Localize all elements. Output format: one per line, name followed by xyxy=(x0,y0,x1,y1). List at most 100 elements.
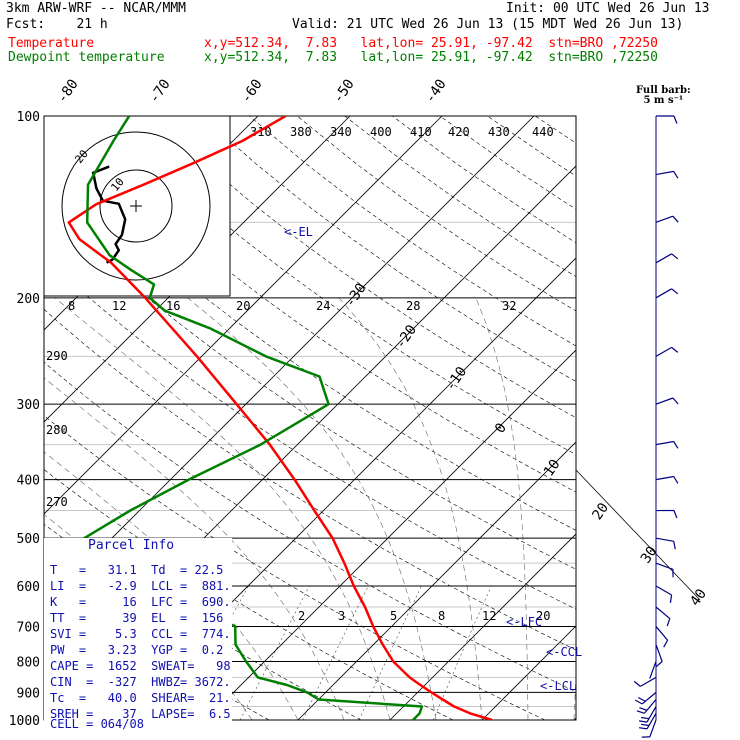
isotherm-line xyxy=(573,717,576,720)
isotherm-tick-label: 20 xyxy=(589,500,612,523)
mixing-ratio-line xyxy=(433,585,492,720)
wind-barb-flag xyxy=(672,215,679,223)
wind-barb xyxy=(655,397,674,405)
wind-barb xyxy=(655,606,671,620)
plot-frame xyxy=(43,115,577,721)
mixing-ratio-line xyxy=(239,585,310,720)
barb-scale-caption: Full barb: 5 m s⁻¹ xyxy=(636,86,691,106)
wind-barb xyxy=(641,691,657,705)
wind-barb-flag xyxy=(673,115,678,124)
dry-adiabat xyxy=(58,116,576,493)
isotherm-tick-label: -70 xyxy=(146,76,174,106)
mixing-ratio-label: 3 xyxy=(338,609,345,623)
level-marker: <-LFC xyxy=(506,615,542,629)
boundary-line xyxy=(575,469,701,601)
dry-adiabat xyxy=(535,116,576,144)
dry-adiabat xyxy=(249,116,576,347)
forecast-hour: Fcst: 21 h xyxy=(6,17,108,32)
hodograph-speed-label: 32 xyxy=(502,299,516,313)
dry-adiabat xyxy=(44,361,576,693)
model-title: 3km ARW-WRF -- NCAR/MMM xyxy=(6,1,187,16)
wind-barb xyxy=(640,676,657,687)
level-marker: <-CCL xyxy=(546,645,582,659)
parcel-row: T = 31.1 Td = 22.5 xyxy=(50,563,224,577)
theta-e-label: 400 xyxy=(370,125,392,139)
dry-adiabat-label: 270 xyxy=(46,495,68,509)
isotherm-tick-label: -80 xyxy=(54,76,82,106)
wind-barb xyxy=(655,626,669,641)
wind-barb-flag xyxy=(655,661,663,668)
theta-e-label: 440 xyxy=(532,125,554,139)
wind-barb-flag xyxy=(673,541,676,550)
mixing-ratio-label: 5 xyxy=(390,609,397,623)
temperature-legend-label: Temperature xyxy=(8,36,95,51)
hodograph-ring xyxy=(61,131,211,281)
wind-barb xyxy=(643,699,657,714)
isotherm-line xyxy=(205,349,576,720)
wind-barb-flag xyxy=(641,723,650,727)
moist-adiabat xyxy=(338,297,483,720)
dry-adiabat xyxy=(44,308,576,651)
level-marker: <-LCL xyxy=(540,679,576,693)
parcel-row: SREH = 37 LAPSE= 6.5 xyxy=(50,707,231,721)
parcel-row: CAPE = 1652 SWEAT= 98 xyxy=(50,659,231,673)
parcel-row: LI = -2.9 LCL = 881. xyxy=(50,579,231,593)
theta-e-label: 410 xyxy=(410,125,432,139)
wind-barb xyxy=(655,644,663,662)
wind-barb-flag xyxy=(673,441,679,449)
wind-barb xyxy=(655,585,672,596)
hodograph-speed-label: 20 xyxy=(236,299,250,313)
wind-barb-flag xyxy=(671,346,679,353)
moist-adiabat xyxy=(475,297,529,720)
moist-adiabat xyxy=(187,297,437,720)
dry-adiabat-label: 290 xyxy=(46,349,68,363)
parcel-row: Tc = 40.0 SHEAR= 21. xyxy=(50,691,231,705)
wind-barb-flag xyxy=(669,594,673,603)
hodograph-speed-label: 8 xyxy=(68,299,75,313)
wind-barb-flag xyxy=(672,397,679,405)
dry-adiabat xyxy=(153,116,576,419)
dry-adiabat xyxy=(44,415,546,720)
temperature-legend-info: x,y=512.34, 7.83 lat,lon= 25.91, -97.42 … xyxy=(204,36,658,51)
parcel-row: SVI = 5.3 CCL = 774. xyxy=(50,627,231,641)
pressure-tick-label: 800 xyxy=(17,655,40,670)
isotherm-tick-label: 30 xyxy=(638,544,661,567)
pressure-tick-label: 500 xyxy=(17,532,40,547)
isotherm-tick-label: -60 xyxy=(238,76,266,106)
isotherm-tick-label: -50 xyxy=(330,76,358,106)
wind-barb xyxy=(655,562,674,570)
wind-barb-flag xyxy=(663,639,669,648)
wind-barb xyxy=(649,719,657,738)
parcel-info-panel: Parcel Info T = 31.1 Td = 22.5 LI = -2.9… xyxy=(44,538,232,731)
mixing-ratio-label: 2 xyxy=(298,609,305,623)
wind-barb xyxy=(646,706,657,723)
wind-barb-flag xyxy=(639,720,648,723)
dry-adiabat xyxy=(439,116,576,210)
wind-barb-flag xyxy=(639,727,648,730)
parcel-row: CIN = -327 HWBZ= 3672. xyxy=(50,675,231,689)
parcel-row: K = 16 LFC = 690. xyxy=(50,595,231,609)
temperature-profile xyxy=(67,116,493,720)
isotherm-tick-label: -40 xyxy=(422,76,450,106)
dry-adiabat xyxy=(583,116,740,720)
wind-barb xyxy=(655,475,674,481)
valid-time: Valid: 21 UTC Wed 26 Jun 13 (15 MDT Wed … xyxy=(292,17,684,32)
mixing-ratio-label: 8 xyxy=(438,609,445,623)
isotherm-line xyxy=(389,533,576,720)
hodograph-speed-label: 28 xyxy=(406,299,420,313)
dry-adiabat xyxy=(106,116,576,455)
isotherm-line xyxy=(44,116,535,607)
mixing-ratio-label: 12 xyxy=(482,609,496,623)
hodograph-speed-label: 12 xyxy=(112,299,126,313)
parcel-row: PW = 3.23 YGP = 0.2 xyxy=(50,643,224,657)
wind-barb-flag xyxy=(673,510,678,519)
wind-barb xyxy=(655,253,672,264)
hodograph-speed-label: 16 xyxy=(166,299,180,313)
wind-barb xyxy=(655,440,674,446)
dry-adiabat xyxy=(487,116,576,177)
dry-adiabat xyxy=(296,116,576,312)
level-marker: <-EL xyxy=(284,225,313,239)
wind-barb-flag xyxy=(673,171,679,179)
wind-barb-flag xyxy=(638,696,646,702)
